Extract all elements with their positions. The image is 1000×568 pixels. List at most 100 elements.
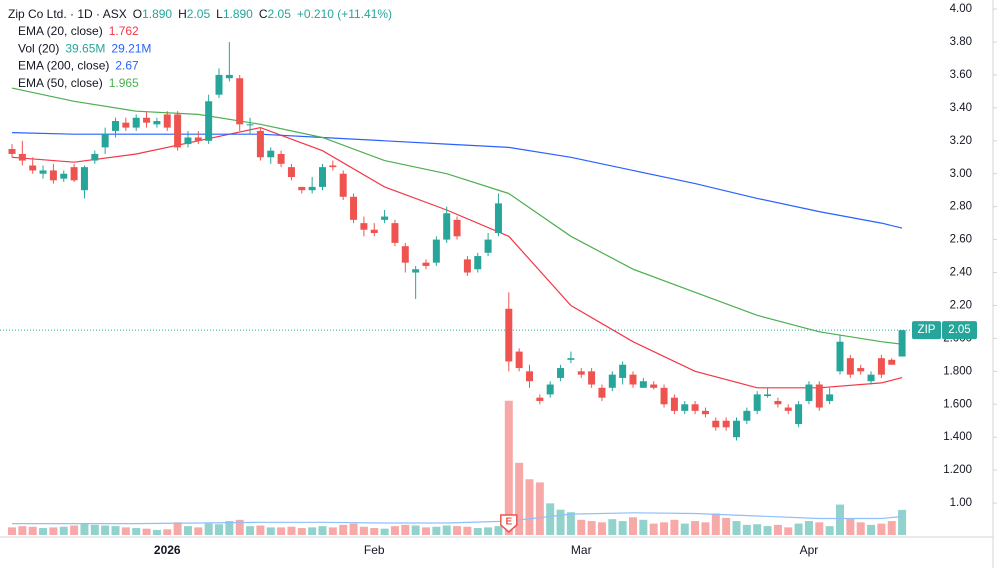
indicator-name: EMA (200, close) <box>18 59 109 73</box>
candle-body <box>277 153 285 164</box>
volume-bar <box>546 503 555 535</box>
volume-bar <box>59 526 68 535</box>
indicator-legend: EMA (20, close) 1.762 <box>18 24 139 38</box>
ohlc-letter: H <box>178 7 187 21</box>
candle-body <box>608 374 616 388</box>
volume-bar <box>867 524 876 535</box>
volume-bar <box>649 523 658 535</box>
candle-body <box>463 259 471 273</box>
indicator-legend: EMA (50, close) 1.965 <box>18 76 139 90</box>
indicator-value: 1.965 <box>109 76 139 90</box>
candle-body <box>598 387 606 398</box>
volume-bar <box>287 526 296 535</box>
volume-bar <box>608 519 617 535</box>
candle-body <box>670 397 678 411</box>
y-tick-label: 1.400 <box>943 431 972 443</box>
volume-bar <box>422 527 430 535</box>
volume-bar <box>39 528 48 535</box>
volume-bar <box>639 519 648 535</box>
volume-bar <box>691 521 700 535</box>
candle-body <box>484 239 492 253</box>
candle-body <box>639 381 647 388</box>
y-tick-label: 4.00 <box>950 3 972 15</box>
candle-body <box>153 121 161 125</box>
candle-body <box>194 137 202 141</box>
indicator-legend: EMA (200, close) 2.67 <box>18 59 139 73</box>
volume-bar <box>121 527 130 535</box>
candle-body <box>91 153 99 161</box>
volume-bar <box>535 482 544 535</box>
candle-body <box>287 167 295 178</box>
ema-line <box>11 87 903 345</box>
volume-bar <box>525 479 534 535</box>
candle-body <box>360 223 368 230</box>
volume-bar <box>846 518 855 535</box>
candle-body <box>857 368 865 372</box>
volume-bar <box>142 528 151 535</box>
candle-body <box>329 165 337 168</box>
volume-bar <box>597 522 606 535</box>
volume-bar <box>256 525 265 535</box>
candle-body <box>401 246 409 263</box>
candle-body <box>422 262 430 266</box>
volume-bar <box>732 521 741 535</box>
volume-bar <box>753 524 762 535</box>
volume-bar <box>742 524 751 535</box>
chart-title: Zip Co Ltd. · 1D · ASX O1.890 H2.05 L1.890 C… <box>8 7 392 21</box>
candle-body <box>515 351 523 369</box>
change: +0.210 (+11.41%) <box>297 7 392 21</box>
candle-body <box>60 173 68 179</box>
candle-body <box>701 410 709 415</box>
ohlc-value: 1.890 <box>142 7 172 21</box>
candle-body <box>101 134 109 148</box>
indicator-value: 39.65M <box>65 41 105 55</box>
candle-body <box>536 397 544 401</box>
ohlc-letter: L <box>216 7 223 21</box>
indicator-value: 29.21M <box>111 41 151 55</box>
volume-bar <box>111 526 120 535</box>
candle-body <box>49 170 57 181</box>
candle-body <box>225 74 233 79</box>
volume-bar <box>370 528 379 535</box>
volume-bar <box>194 527 203 535</box>
y-tick-label: 3.20 <box>950 135 972 147</box>
indicator-value: 1.762 <box>109 24 139 38</box>
candle-body <box>526 371 533 382</box>
candle-body <box>681 404 689 411</box>
indicator-name: EMA (20, close) <box>18 24 103 38</box>
candle-body <box>805 384 813 401</box>
symbol-tag: ZIP <box>918 324 936 336</box>
candle-body <box>70 167 78 181</box>
candle-body <box>712 420 720 428</box>
candle-body <box>18 153 26 161</box>
candle-body <box>764 394 772 397</box>
event-marker <box>500 514 518 533</box>
volume-bar <box>204 523 213 535</box>
candle-body <box>691 404 699 411</box>
volume-bar <box>132 528 141 535</box>
indicator-value: 2.67 <box>115 59 139 73</box>
volume-bar <box>401 524 410 535</box>
x-tick-label: 2026 <box>154 543 181 557</box>
candle-body <box>370 229 378 234</box>
volume-bar <box>235 519 244 535</box>
y-tick-label: 1.200 <box>943 464 972 476</box>
candle-body <box>339 173 347 197</box>
volume-bar <box>8 527 16 535</box>
candle-body <box>867 374 875 382</box>
indicator-legend: Vol (20) 39.65M 29.21M <box>18 41 151 55</box>
candle-body <box>205 101 213 141</box>
candle-body <box>619 364 627 378</box>
volume-bar <box>163 529 172 535</box>
candle-body <box>877 358 885 375</box>
volume-bar <box>390 526 399 535</box>
candle-body <box>722 420 730 428</box>
volume-bar <box>328 527 337 535</box>
x-tick-label: Feb <box>364 543 385 557</box>
candle-body <box>308 186 316 191</box>
candle-body <box>743 410 751 421</box>
candle-body <box>350 196 358 220</box>
volume-bar <box>463 526 472 535</box>
candle-body <box>546 384 554 395</box>
